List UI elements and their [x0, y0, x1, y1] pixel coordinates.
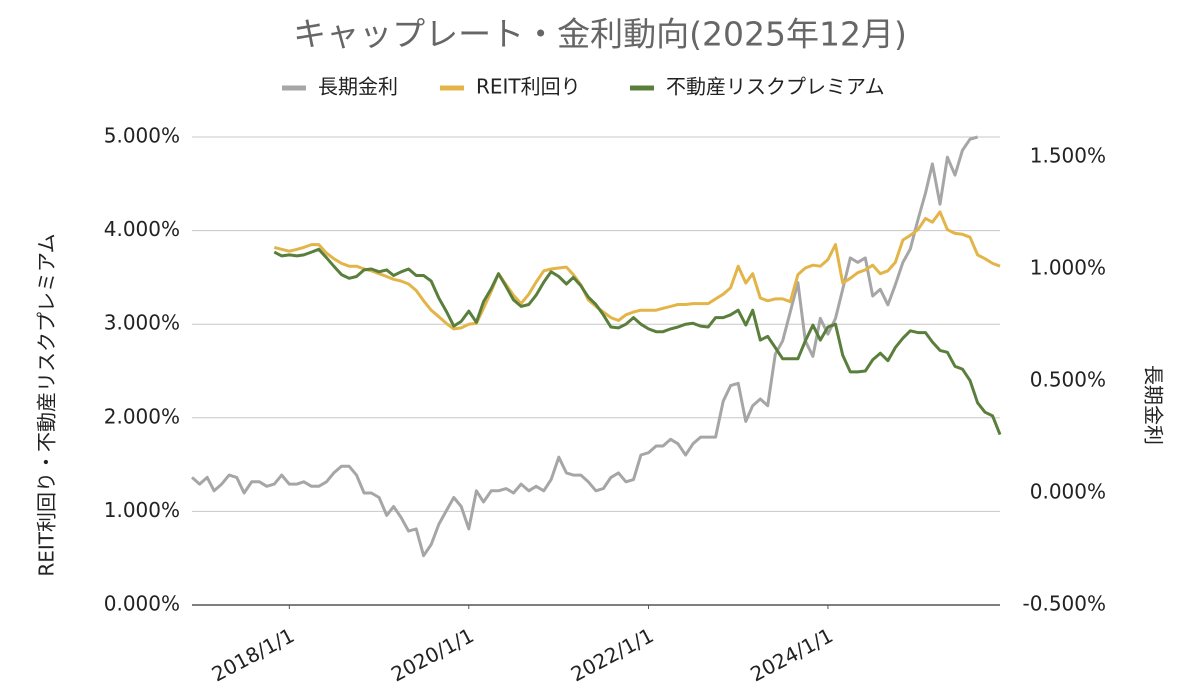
y-tick-label: 1.000% [104, 498, 180, 522]
x-tick-label: 2018/1/1 [208, 623, 299, 686]
y-axis-label: REIT利回り・不動産リスクプレミアム [35, 233, 59, 576]
legend-label: 不動産リスクプレミアム [666, 75, 885, 99]
chart-title: キャップレート・金利動向(2025年12月) [293, 15, 907, 54]
x-tick-label: 2024/1/1 [746, 623, 837, 686]
y-tick-label: 2.000% [104, 404, 180, 428]
y2-tick-label: 0.500% [1030, 368, 1106, 392]
y2-tick-label: -0.500% [1023, 592, 1106, 616]
legend-label: 長期金利 [318, 75, 398, 99]
y-tick-label: 0.000% [104, 592, 180, 616]
y2-axis-label: 長期金利 [1142, 365, 1166, 445]
y-tick-label: 5.000% [104, 124, 180, 148]
y-tick-label: 3.000% [104, 311, 180, 335]
series-line [273, 210, 1001, 331]
x-tick-label: 2020/1/1 [387, 623, 478, 686]
series-line [191, 135, 979, 558]
y-tick-label: 4.000% [104, 217, 180, 241]
y2-tick-label: 1.000% [1030, 256, 1106, 280]
x-tick-label: 2022/1/1 [567, 623, 658, 686]
y2-tick-label: 1.500% [1030, 144, 1106, 168]
y2-tick-label: 0.000% [1030, 480, 1106, 504]
series-line [273, 247, 1002, 436]
legend-label: REIT利回り [476, 75, 581, 99]
